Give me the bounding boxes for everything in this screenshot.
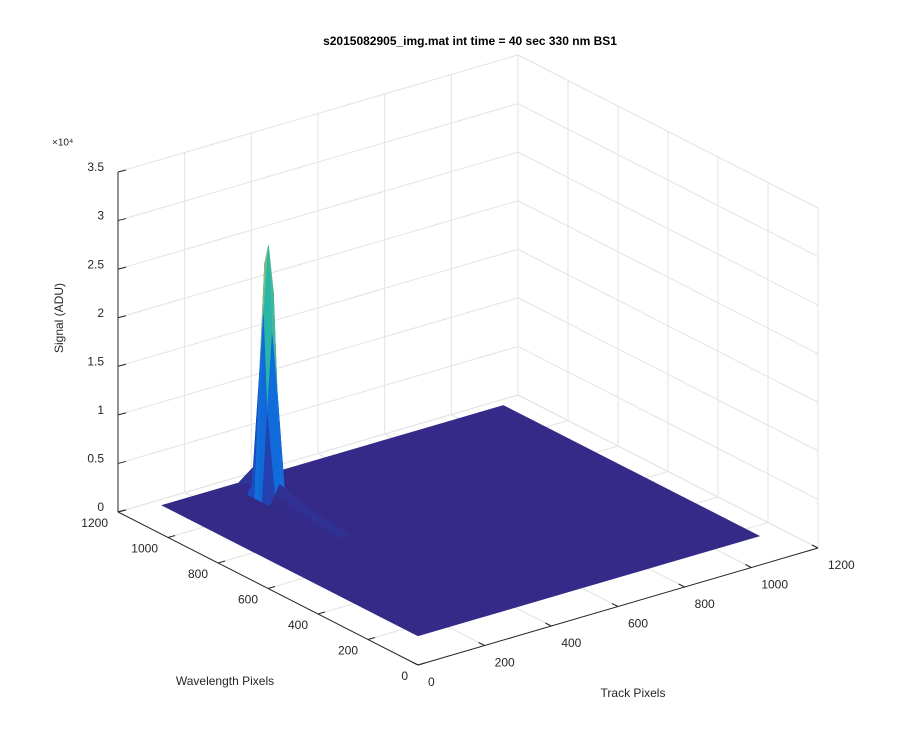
z-tick-label: 3 bbox=[97, 209, 104, 223]
x-tick bbox=[811, 544, 819, 549]
z-tick-label: 1.5 bbox=[87, 354, 104, 368]
z-tick bbox=[117, 412, 127, 416]
y-tick-label: 1000 bbox=[131, 542, 158, 556]
y-tick bbox=[317, 611, 326, 615]
z-tick-label: 1 bbox=[97, 403, 104, 417]
z-tick bbox=[117, 169, 127, 173]
z-tick-label: 3.5 bbox=[87, 160, 104, 174]
y-tick-label: 400 bbox=[288, 618, 308, 632]
x-tick bbox=[545, 622, 552, 627]
x-axis-label: Track Pixels bbox=[601, 686, 666, 700]
x-tick-label: 800 bbox=[695, 597, 715, 611]
z-tick bbox=[117, 266, 127, 270]
z-tick bbox=[117, 460, 127, 464]
surface bbox=[161, 245, 761, 637]
z-exponent: ×10⁴ bbox=[52, 138, 73, 149]
y-tick bbox=[417, 662, 426, 666]
x-tick bbox=[678, 583, 685, 588]
x-tick-label: 1200 bbox=[828, 558, 855, 572]
z-tick bbox=[117, 363, 127, 367]
y-tick-label: 1200 bbox=[81, 516, 108, 530]
x-tick-label: 600 bbox=[628, 617, 648, 631]
y-tick-label: 600 bbox=[238, 593, 258, 607]
chart-title: s2015082905_img.mat int time = 40 sec 33… bbox=[323, 34, 617, 48]
y-tick-label: 800 bbox=[188, 567, 208, 581]
x-tick bbox=[745, 564, 752, 568]
y-tick bbox=[167, 535, 176, 538]
y-tick bbox=[367, 637, 376, 640]
grid-line bbox=[117, 394, 519, 513]
y-tick-label: 0 bbox=[401, 669, 408, 683]
surface-cell bbox=[342, 577, 486, 637]
y-axis-label: Wavelength Pixels bbox=[176, 674, 274, 688]
z-tick-label: 2.5 bbox=[87, 257, 104, 271]
x-tick bbox=[611, 603, 619, 607]
x-tick bbox=[478, 642, 485, 646]
axes: 0 0.5 1 1.5 2 2.5 3 3.5 0 200 400 600 800 1000 1200 0 20… bbox=[81, 160, 855, 689]
z-tick bbox=[117, 218, 127, 222]
x-tick-label: 200 bbox=[495, 656, 515, 670]
x-tick-label: 400 bbox=[561, 636, 581, 650]
z-tick-label: 0 bbox=[97, 500, 104, 514]
z-axis-label: Signal (ADU) bbox=[52, 283, 66, 353]
y-tick bbox=[117, 509, 126, 513]
x-tick-label: 0 bbox=[428, 675, 435, 689]
z-tick-label: 0.5 bbox=[87, 452, 104, 466]
x-tick bbox=[411, 661, 419, 666]
z-tick bbox=[117, 315, 127, 319]
y-tick bbox=[267, 586, 276, 589]
y-tick bbox=[217, 560, 226, 564]
z-tick-label: 2 bbox=[97, 306, 104, 320]
y-tick-label: 200 bbox=[338, 644, 358, 658]
x-tick-label: 1000 bbox=[761, 578, 788, 592]
